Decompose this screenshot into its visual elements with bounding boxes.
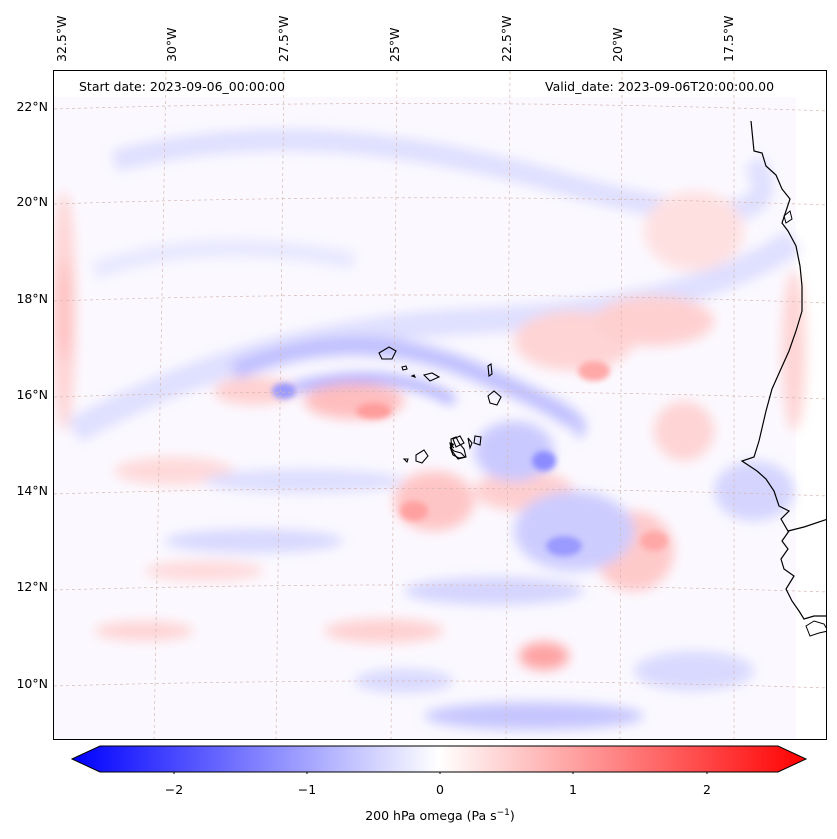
valid-date-label: Valid_date: 2023-09-06T20:00:00.00 <box>545 79 775 94</box>
colorbar-tick-1: 1 <box>569 782 577 797</box>
lon-label-32-5w: 32.5°W <box>54 15 69 62</box>
lon-label-27-5w: 27.5°W <box>276 15 291 62</box>
colorbar-ticks <box>173 772 708 774</box>
lon-label-25w: 25°W <box>387 27 402 62</box>
start-date-label: Start date: 2023-09-06_00:00:00 <box>79 79 285 94</box>
cape-verde-islands <box>378 346 502 464</box>
colorbar-gradient <box>70 745 808 773</box>
africa-coastline <box>740 120 826 620</box>
map-panel[interactable] <box>53 70 827 740</box>
lat-label-16n: 16°N <box>16 387 48 402</box>
top-margin-band <box>54 71 826 97</box>
lon-label-30w: 30°W <box>164 27 179 62</box>
lon-label-17-5w: 17.5°W <box>721 15 736 62</box>
lat-label-22n: 22°N <box>16 99 48 114</box>
graticule <box>54 71 826 739</box>
lon-label-20w: 20°W <box>610 27 625 62</box>
lat-label-10n: 10°N <box>16 676 48 691</box>
colorbar-tick-2: 2 <box>703 782 711 797</box>
lat-label-18n: 18°N <box>16 291 48 306</box>
colorbar-tick-minus-1: −1 <box>297 782 317 797</box>
lat-label-20n: 20°N <box>16 194 48 209</box>
omega-field-map <box>54 71 826 739</box>
colorbar-label: 200 hPa omega (Pa s−1) <box>365 808 515 824</box>
lat-label-12n: 12°N <box>16 579 48 594</box>
colorbar <box>70 745 808 774</box>
lon-label-22-5w: 22.5°W <box>499 15 514 62</box>
omega-contours <box>54 129 806 730</box>
colorbar-tick-0: 0 <box>436 782 444 797</box>
lat-label-14n: 14°N <box>16 483 48 498</box>
colorbar-tick-minus-2: −2 <box>164 782 184 797</box>
omega-contours-detail <box>272 361 668 556</box>
